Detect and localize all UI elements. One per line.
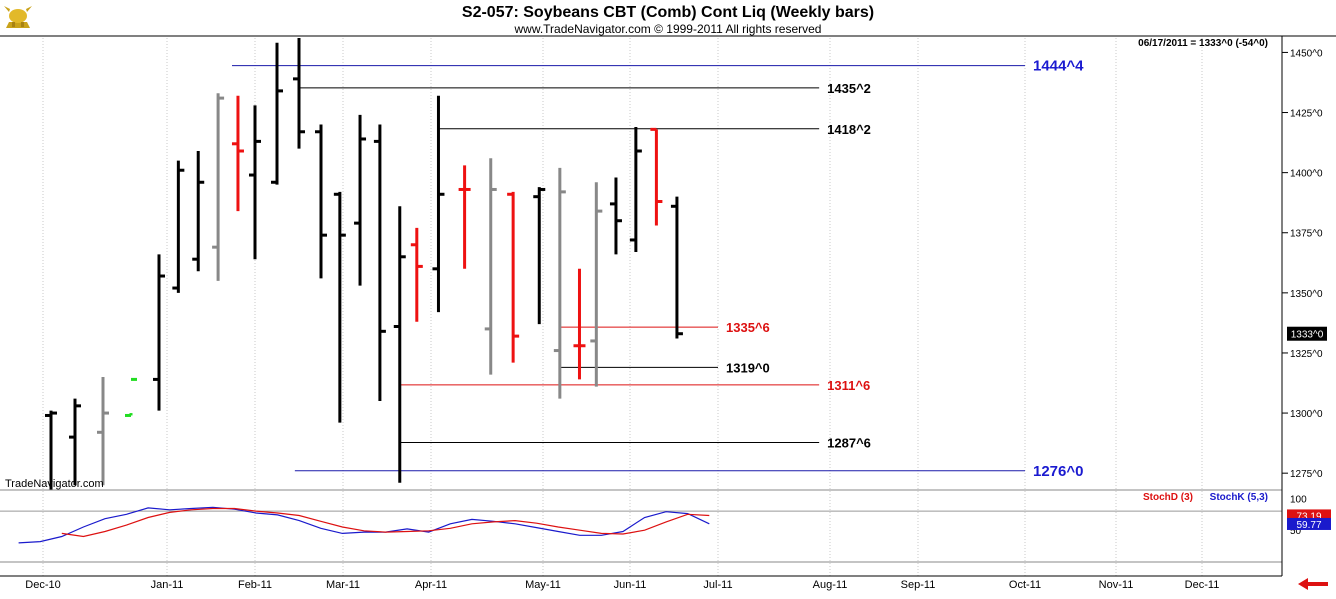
last-price-readout: 06/17/2011 = 1333^0 (-54^0) bbox=[1138, 38, 1268, 49]
month-tick-label: Apr-11 bbox=[415, 579, 447, 591]
level-lines-layer: 1444^4 1435^2 1418^2 1335^6 1319^0 1311^6 1287… bbox=[232, 58, 1084, 480]
legend-stochd: StochD (3) bbox=[1143, 492, 1193, 503]
level-label: 1435^2 bbox=[827, 81, 871, 96]
price-bar bbox=[125, 377, 137, 417]
month-tick-label: Dec-11 bbox=[1185, 579, 1220, 591]
price-bar bbox=[249, 105, 261, 260]
stochk-value-box bbox=[1287, 517, 1331, 530]
price-bar bbox=[97, 377, 109, 486]
month-tick-label: Jan-11 bbox=[151, 579, 184, 591]
price-bar bbox=[573, 268, 586, 380]
price-bar bbox=[212, 93, 225, 281]
price-bar bbox=[553, 167, 566, 399]
level-label: 1311^6 bbox=[827, 378, 870, 393]
price-bar bbox=[333, 191, 346, 423]
price-bar bbox=[354, 114, 367, 286]
price-bar bbox=[410, 227, 423, 322]
price-tick-label: 1375^0 bbox=[1290, 229, 1323, 240]
price-bar bbox=[393, 206, 406, 483]
stochk-value-label: 59.77 bbox=[1296, 520, 1321, 531]
stoch-tick-label: 100 bbox=[1290, 494, 1307, 505]
copyright-text: www.TradeNavigator.com © 1999-2011 All r… bbox=[514, 22, 822, 36]
level-label: 1444^4 bbox=[1033, 58, 1084, 75]
price-bar bbox=[45, 410, 57, 490]
watermark-text: TradeNavigator.com bbox=[5, 478, 104, 490]
price-bar bbox=[373, 124, 386, 402]
month-tick-label: Jul-11 bbox=[703, 579, 732, 591]
level-label: 1418^2 bbox=[827, 122, 871, 137]
scroll-left-arrow-icon[interactable] bbox=[1298, 578, 1328, 590]
price-bar bbox=[650, 127, 663, 226]
price-bar bbox=[231, 95, 244, 212]
month-tick-label: Oct-11 bbox=[1009, 579, 1041, 591]
price-bar bbox=[609, 177, 622, 255]
price-bar bbox=[432, 95, 445, 313]
price-tick-label: 1325^0 bbox=[1290, 349, 1323, 360]
month-tick-label: Nov-11 bbox=[1099, 579, 1134, 591]
price-bar bbox=[590, 182, 603, 387]
stoch-series-line bbox=[18, 506, 710, 544]
level-label: 1319^0 bbox=[726, 360, 770, 375]
last-price-box bbox=[1287, 326, 1327, 341]
price-bar bbox=[629, 126, 642, 252]
month-tick-label: Mar-11 bbox=[326, 579, 360, 591]
stoch-tick-label: 50 bbox=[1290, 526, 1302, 537]
month-tick-label: Jun-11 bbox=[614, 579, 647, 591]
stoch-series-line bbox=[61, 507, 710, 538]
price-bar bbox=[69, 398, 81, 486]
price-tick-label: 1300^0 bbox=[1290, 409, 1323, 420]
price-bar bbox=[271, 42, 283, 185]
stochd-value-label: 73.19 bbox=[1296, 511, 1321, 522]
legend-stochk: StochK (5,3) bbox=[1210, 492, 1268, 503]
price-tick-label: 1425^0 bbox=[1290, 109, 1323, 120]
price-bar bbox=[153, 254, 165, 411]
bull-logo-icon bbox=[4, 6, 32, 28]
month-tick-label: Sep-11 bbox=[901, 579, 936, 591]
price-bar bbox=[458, 165, 471, 269]
last-price-label: 1333^0 bbox=[1291, 330, 1324, 341]
price-bar bbox=[192, 151, 205, 272]
month-tick-label: Dec-10 bbox=[25, 579, 60, 591]
level-label: 1335^6 bbox=[726, 320, 770, 335]
price-tick-label: 1275^0 bbox=[1290, 469, 1323, 480]
price-bars-layer bbox=[45, 38, 683, 490]
month-tick-label: May-11 bbox=[525, 579, 561, 591]
level-label: 1276^0 bbox=[1033, 463, 1083, 480]
price-bar bbox=[172, 160, 185, 293]
price-bar bbox=[484, 158, 497, 375]
chart-title: S2-057: Soybeans CBT (Comb) Cont Liq (We… bbox=[462, 4, 874, 21]
price-tick-label: 1450^0 bbox=[1290, 48, 1323, 59]
price-bar bbox=[293, 38, 305, 149]
price-tick-label: 1350^0 bbox=[1290, 289, 1323, 300]
price-tick-label: 1400^0 bbox=[1290, 169, 1323, 180]
month-tick-label: Feb-11 bbox=[238, 579, 272, 591]
price-bar bbox=[315, 124, 327, 279]
price-bar bbox=[507, 191, 520, 363]
axes-layer: Dec-10 Jan-11 Feb-11 Mar-11 Apr-11 May-11 Jun-… bbox=[0, 35, 1336, 591]
month-tick-label: Aug-11 bbox=[813, 579, 848, 591]
price-bar bbox=[670, 196, 683, 339]
price-bar bbox=[533, 187, 546, 325]
level-label: 1287^6 bbox=[827, 436, 871, 451]
